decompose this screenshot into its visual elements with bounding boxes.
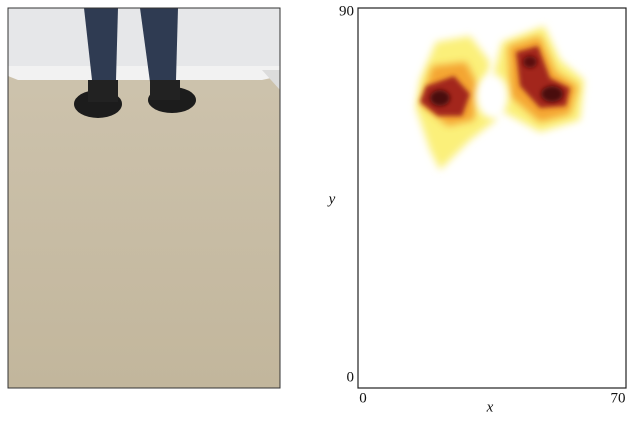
y-tick-label: 0 [347, 369, 355, 385]
figure: 0 70 0 90 x y [0, 0, 633, 416]
page: {"plot": {"xlabel": "x", "ylabel": "y", … [0, 0, 633, 416]
x-axis-label: x [486, 399, 494, 415]
y-axis-label: y [327, 191, 336, 207]
photo [8, 8, 280, 388]
plot-frame [358, 8, 626, 388]
x-tick-label: 0 [359, 390, 367, 406]
x-tick-label: 70 [611, 390, 626, 406]
heatmap [416, 26, 584, 170]
y-tick-label: 90 [339, 3, 354, 19]
